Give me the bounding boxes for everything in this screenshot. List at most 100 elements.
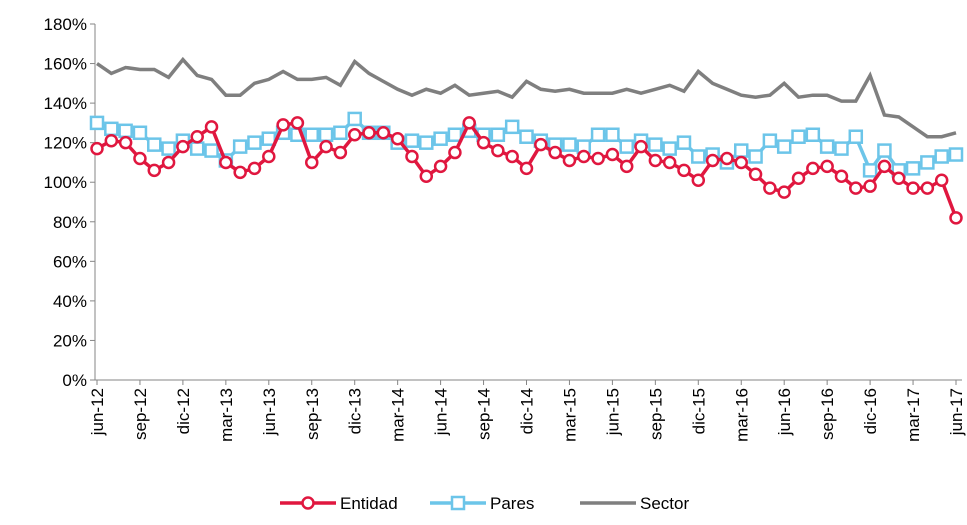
point (691, 173, 706, 187)
point (863, 179, 877, 193)
point (319, 139, 333, 154)
point (204, 120, 219, 134)
y-tick-label: 60% (53, 252, 87, 271)
point (562, 137, 577, 152)
point (648, 153, 663, 168)
legend-label: Pares (490, 494, 534, 513)
point (762, 133, 778, 148)
point (304, 127, 319, 143)
point (577, 149, 591, 164)
point (734, 143, 749, 158)
point (390, 131, 405, 146)
point (905, 161, 921, 176)
y-tick-label: 140% (44, 94, 87, 113)
point (219, 155, 233, 170)
point (591, 151, 605, 166)
point (247, 161, 262, 176)
point (491, 143, 505, 158)
point (376, 126, 391, 140)
point (519, 129, 534, 144)
point (104, 121, 119, 137)
point (862, 163, 878, 178)
legend-label: Sector (640, 494, 689, 513)
point (419, 135, 434, 150)
point (505, 149, 519, 164)
point (262, 149, 276, 164)
point (891, 171, 906, 186)
y-tick-label: 100% (44, 173, 87, 192)
point (189, 141, 205, 156)
y-tick-label: 80% (53, 213, 87, 232)
point (161, 141, 176, 156)
x-tick-label: sep-15 (646, 388, 665, 440)
x-tick-label: jun-12 (88, 388, 107, 436)
point (834, 169, 849, 184)
point (147, 163, 162, 178)
point (405, 149, 419, 164)
point (776, 139, 792, 154)
x-tick-label: mar-17 (904, 388, 923, 442)
x-tick-label: mar-15 (560, 388, 579, 442)
point (433, 159, 448, 174)
point (619, 159, 634, 174)
x-tick-label: mar-14 (389, 388, 408, 442)
point (534, 137, 548, 152)
point (347, 128, 362, 142)
legend-marker (301, 496, 315, 510)
point (677, 163, 691, 178)
point (276, 118, 290, 132)
point (748, 149, 763, 164)
point (906, 181, 920, 195)
point (848, 129, 864, 144)
point (548, 145, 562, 160)
point (676, 135, 692, 150)
x-tick-label: jun-15 (603, 388, 622, 436)
point (89, 115, 105, 131)
x-tick-label: jun-16 (775, 388, 794, 436)
point (705, 153, 720, 168)
point (806, 161, 820, 176)
x-tick-label: jun-14 (432, 388, 451, 436)
point (734, 155, 748, 170)
point (204, 143, 219, 158)
point (590, 127, 606, 143)
x-tick-label: mar-13 (217, 388, 236, 442)
point (476, 135, 491, 150)
y-tick-label: 120% (44, 134, 87, 153)
point (791, 129, 806, 144)
x-tick-label: sep-14 (475, 388, 494, 440)
x-tick-label: mar-16 (732, 388, 751, 442)
x-tick-label: jun-13 (260, 388, 279, 436)
point (920, 155, 935, 170)
x-tick-label: dic-16 (861, 388, 880, 434)
point (333, 125, 348, 141)
x-tick-label: dic-15 (689, 388, 708, 434)
series-line (96, 56, 957, 139)
x-tick-label: sep-16 (818, 388, 837, 440)
point (834, 141, 849, 156)
point (362, 126, 376, 140)
point (691, 149, 706, 164)
point (118, 123, 133, 139)
point (190, 129, 204, 144)
y-tick-label: 20% (53, 331, 87, 350)
point (720, 151, 734, 166)
y-tick-label: 160% (44, 55, 87, 74)
point (261, 131, 277, 146)
point (605, 127, 620, 143)
point (490, 127, 506, 143)
point (247, 135, 262, 150)
point (305, 155, 319, 170)
point (519, 161, 534, 176)
point (791, 171, 806, 186)
point (562, 153, 577, 168)
point (662, 141, 677, 156)
point (333, 145, 348, 160)
point (118, 135, 133, 150)
y-tick-label: 180% (44, 15, 87, 34)
point (648, 137, 663, 152)
point (934, 173, 949, 187)
x-tick-label: sep-13 (303, 388, 322, 440)
point (504, 119, 520, 135)
